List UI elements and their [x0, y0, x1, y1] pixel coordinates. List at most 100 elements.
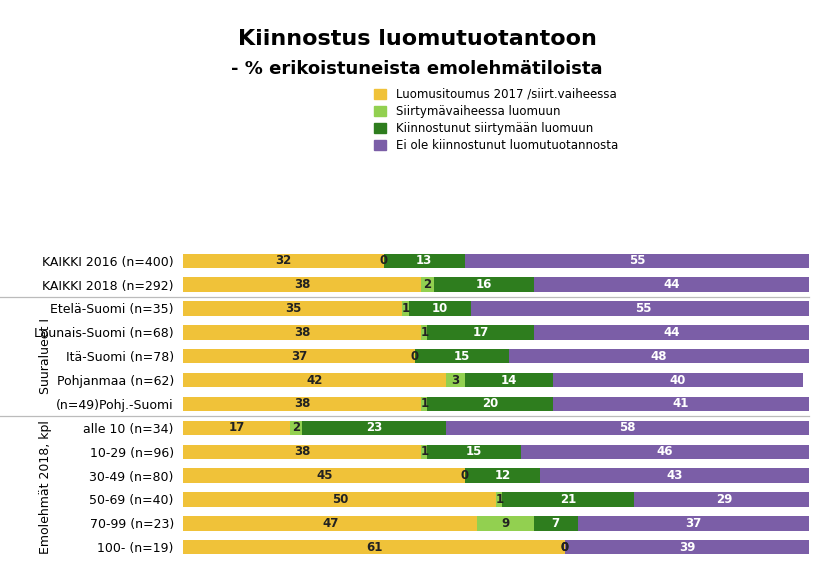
Text: 16: 16 — [475, 278, 492, 291]
Text: 14: 14 — [500, 374, 517, 387]
Text: 47: 47 — [322, 517, 339, 530]
Text: 0: 0 — [411, 350, 419, 363]
Bar — [534, 516, 577, 531]
Text: 17: 17 — [473, 326, 489, 339]
Bar — [421, 325, 427, 339]
Text: 41: 41 — [672, 398, 689, 410]
Bar — [427, 445, 521, 459]
Text: 7: 7 — [551, 517, 560, 530]
Text: 32: 32 — [275, 254, 292, 267]
Text: 2: 2 — [292, 421, 300, 434]
Bar — [183, 421, 290, 435]
Bar — [534, 277, 809, 292]
Text: 55: 55 — [629, 254, 646, 267]
Text: 9: 9 — [501, 517, 510, 530]
Text: 48: 48 — [651, 350, 667, 363]
Bar — [477, 516, 534, 531]
Bar — [465, 373, 553, 387]
Text: - % erikoistuneista emolehmätiloista: - % erikoistuneista emolehmätiloista — [231, 60, 603, 78]
Bar — [496, 492, 502, 507]
Bar — [552, 397, 809, 411]
Text: 37: 37 — [291, 350, 307, 363]
Bar — [471, 301, 815, 316]
Bar — [183, 301, 402, 316]
Bar — [183, 397, 421, 411]
Bar — [290, 421, 302, 435]
Text: 40: 40 — [670, 374, 686, 387]
Text: 2: 2 — [424, 278, 431, 291]
Bar — [302, 421, 446, 435]
Bar — [577, 516, 809, 531]
Text: 44: 44 — [663, 326, 680, 339]
Bar — [183, 445, 421, 459]
Text: 44: 44 — [663, 278, 680, 291]
Text: 20: 20 — [482, 398, 498, 410]
Text: 37: 37 — [686, 517, 701, 530]
Bar — [183, 277, 421, 292]
Bar — [183, 253, 384, 268]
Text: 35: 35 — [284, 302, 301, 315]
Bar — [465, 253, 809, 268]
Text: 1: 1 — [420, 445, 429, 458]
Bar — [384, 253, 465, 268]
Text: 61: 61 — [366, 541, 383, 554]
Text: 38: 38 — [294, 398, 310, 410]
Bar — [434, 277, 534, 292]
Bar — [183, 516, 477, 531]
Bar — [465, 468, 540, 482]
Text: 0: 0 — [379, 254, 388, 267]
Text: 3: 3 — [451, 374, 460, 387]
Text: 23: 23 — [366, 421, 382, 434]
Text: 39: 39 — [679, 541, 696, 554]
Text: 46: 46 — [657, 445, 673, 458]
Bar — [540, 468, 809, 482]
Text: 38: 38 — [294, 445, 310, 458]
Text: 15: 15 — [466, 445, 483, 458]
Bar — [565, 540, 809, 555]
Bar — [634, 492, 815, 507]
Text: 0: 0 — [561, 541, 569, 554]
Text: Kiinnostus luomutuotantoon: Kiinnostus luomutuotantoon — [238, 29, 596, 49]
Text: 45: 45 — [316, 469, 333, 482]
Text: 43: 43 — [666, 469, 683, 482]
Bar — [183, 325, 421, 339]
Bar — [183, 373, 446, 387]
Text: 38: 38 — [294, 278, 310, 291]
Text: 10: 10 — [432, 302, 448, 315]
Text: 1: 1 — [495, 493, 504, 506]
Bar — [502, 492, 634, 507]
Bar — [402, 301, 409, 316]
Text: 38: 38 — [294, 326, 310, 339]
Text: 50: 50 — [332, 493, 348, 506]
Bar — [183, 492, 496, 507]
Bar — [421, 397, 427, 411]
Text: 1: 1 — [401, 302, 409, 315]
Text: 13: 13 — [416, 254, 432, 267]
Bar — [421, 445, 427, 459]
Text: 1: 1 — [420, 326, 429, 339]
Text: 0: 0 — [461, 469, 469, 482]
Bar — [521, 445, 809, 459]
Bar — [183, 349, 414, 363]
Text: 21: 21 — [560, 493, 576, 506]
Bar — [534, 325, 809, 339]
Bar — [414, 349, 509, 363]
Bar — [409, 301, 471, 316]
Legend: Luomusitoumus 2017 /siirt.vaiheessa, Siirtymävaiheessa luomuun, Kiinnostunut sii: Luomusitoumus 2017 /siirt.vaiheessa, Sii… — [374, 88, 618, 152]
Text: Emolehmät 2018, kpl: Emolehmät 2018, kpl — [39, 421, 53, 555]
Text: 12: 12 — [495, 469, 510, 482]
Text: 15: 15 — [454, 350, 470, 363]
Text: 42: 42 — [307, 374, 323, 387]
Bar — [421, 277, 434, 292]
Text: 0: 0 — [561, 541, 569, 554]
Bar — [427, 325, 534, 339]
Bar — [446, 421, 809, 435]
Text: 1: 1 — [420, 398, 429, 410]
Bar — [427, 397, 552, 411]
Bar — [509, 349, 809, 363]
Text: 55: 55 — [635, 302, 651, 315]
Bar — [183, 540, 565, 555]
Bar — [446, 373, 465, 387]
Text: 58: 58 — [620, 421, 636, 434]
Text: 29: 29 — [716, 493, 733, 506]
